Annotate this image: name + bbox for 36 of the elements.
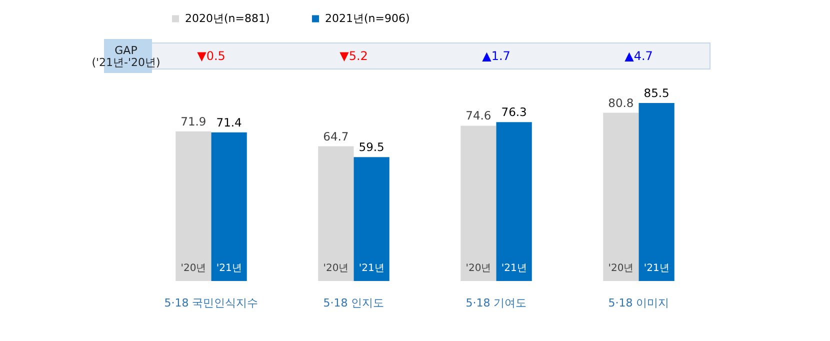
annotation: '20년	[323, 263, 349, 274]
data-label: 71.9	[180, 114, 206, 128]
bar	[460, 126, 496, 281]
data-label: 59.5	[358, 140, 384, 154]
bar	[354, 157, 390, 281]
text: ▼5.2	[340, 49, 368, 63]
annotation: '21년	[216, 263, 242, 274]
bar	[638, 103, 674, 281]
x-tick-label: 5·18 인지도	[323, 296, 384, 310]
bar	[603, 112, 639, 281]
annotation: '21년	[644, 263, 670, 274]
data-label: 80.8	[608, 96, 634, 110]
bar	[176, 131, 212, 281]
x-tick-label: 5·18 기여도	[466, 296, 527, 310]
data-label: 74.6	[466, 108, 492, 123]
text: ▲4.7	[624, 49, 653, 63]
bar	[496, 122, 532, 281]
text: ▲1.7	[482, 49, 510, 63]
annotation: '21년	[358, 263, 384, 274]
data-label: 76.3	[501, 105, 527, 120]
text: ('21년-'20년)	[92, 56, 160, 69]
annotation: '20년	[608, 263, 634, 274]
annotation: '20년	[466, 263, 492, 274]
data-label: 64.7	[323, 129, 349, 144]
x-tick-label: 5·18 이미지	[608, 296, 670, 310]
data-label: 85.5	[644, 86, 670, 100]
bar	[318, 146, 354, 281]
text: ▼0.5	[197, 49, 226, 63]
bar	[211, 132, 247, 281]
data-label: 71.4	[216, 115, 242, 130]
annotation: '21년	[501, 263, 527, 274]
text: GAP	[114, 44, 138, 57]
legend-label: 2021년(n=906)	[325, 12, 410, 25]
legend-label: 2020년(n=881)	[185, 12, 270, 25]
x-tick-label: 5·18 국민인식지수	[164, 296, 258, 310]
annotation: '20년	[180, 263, 206, 274]
